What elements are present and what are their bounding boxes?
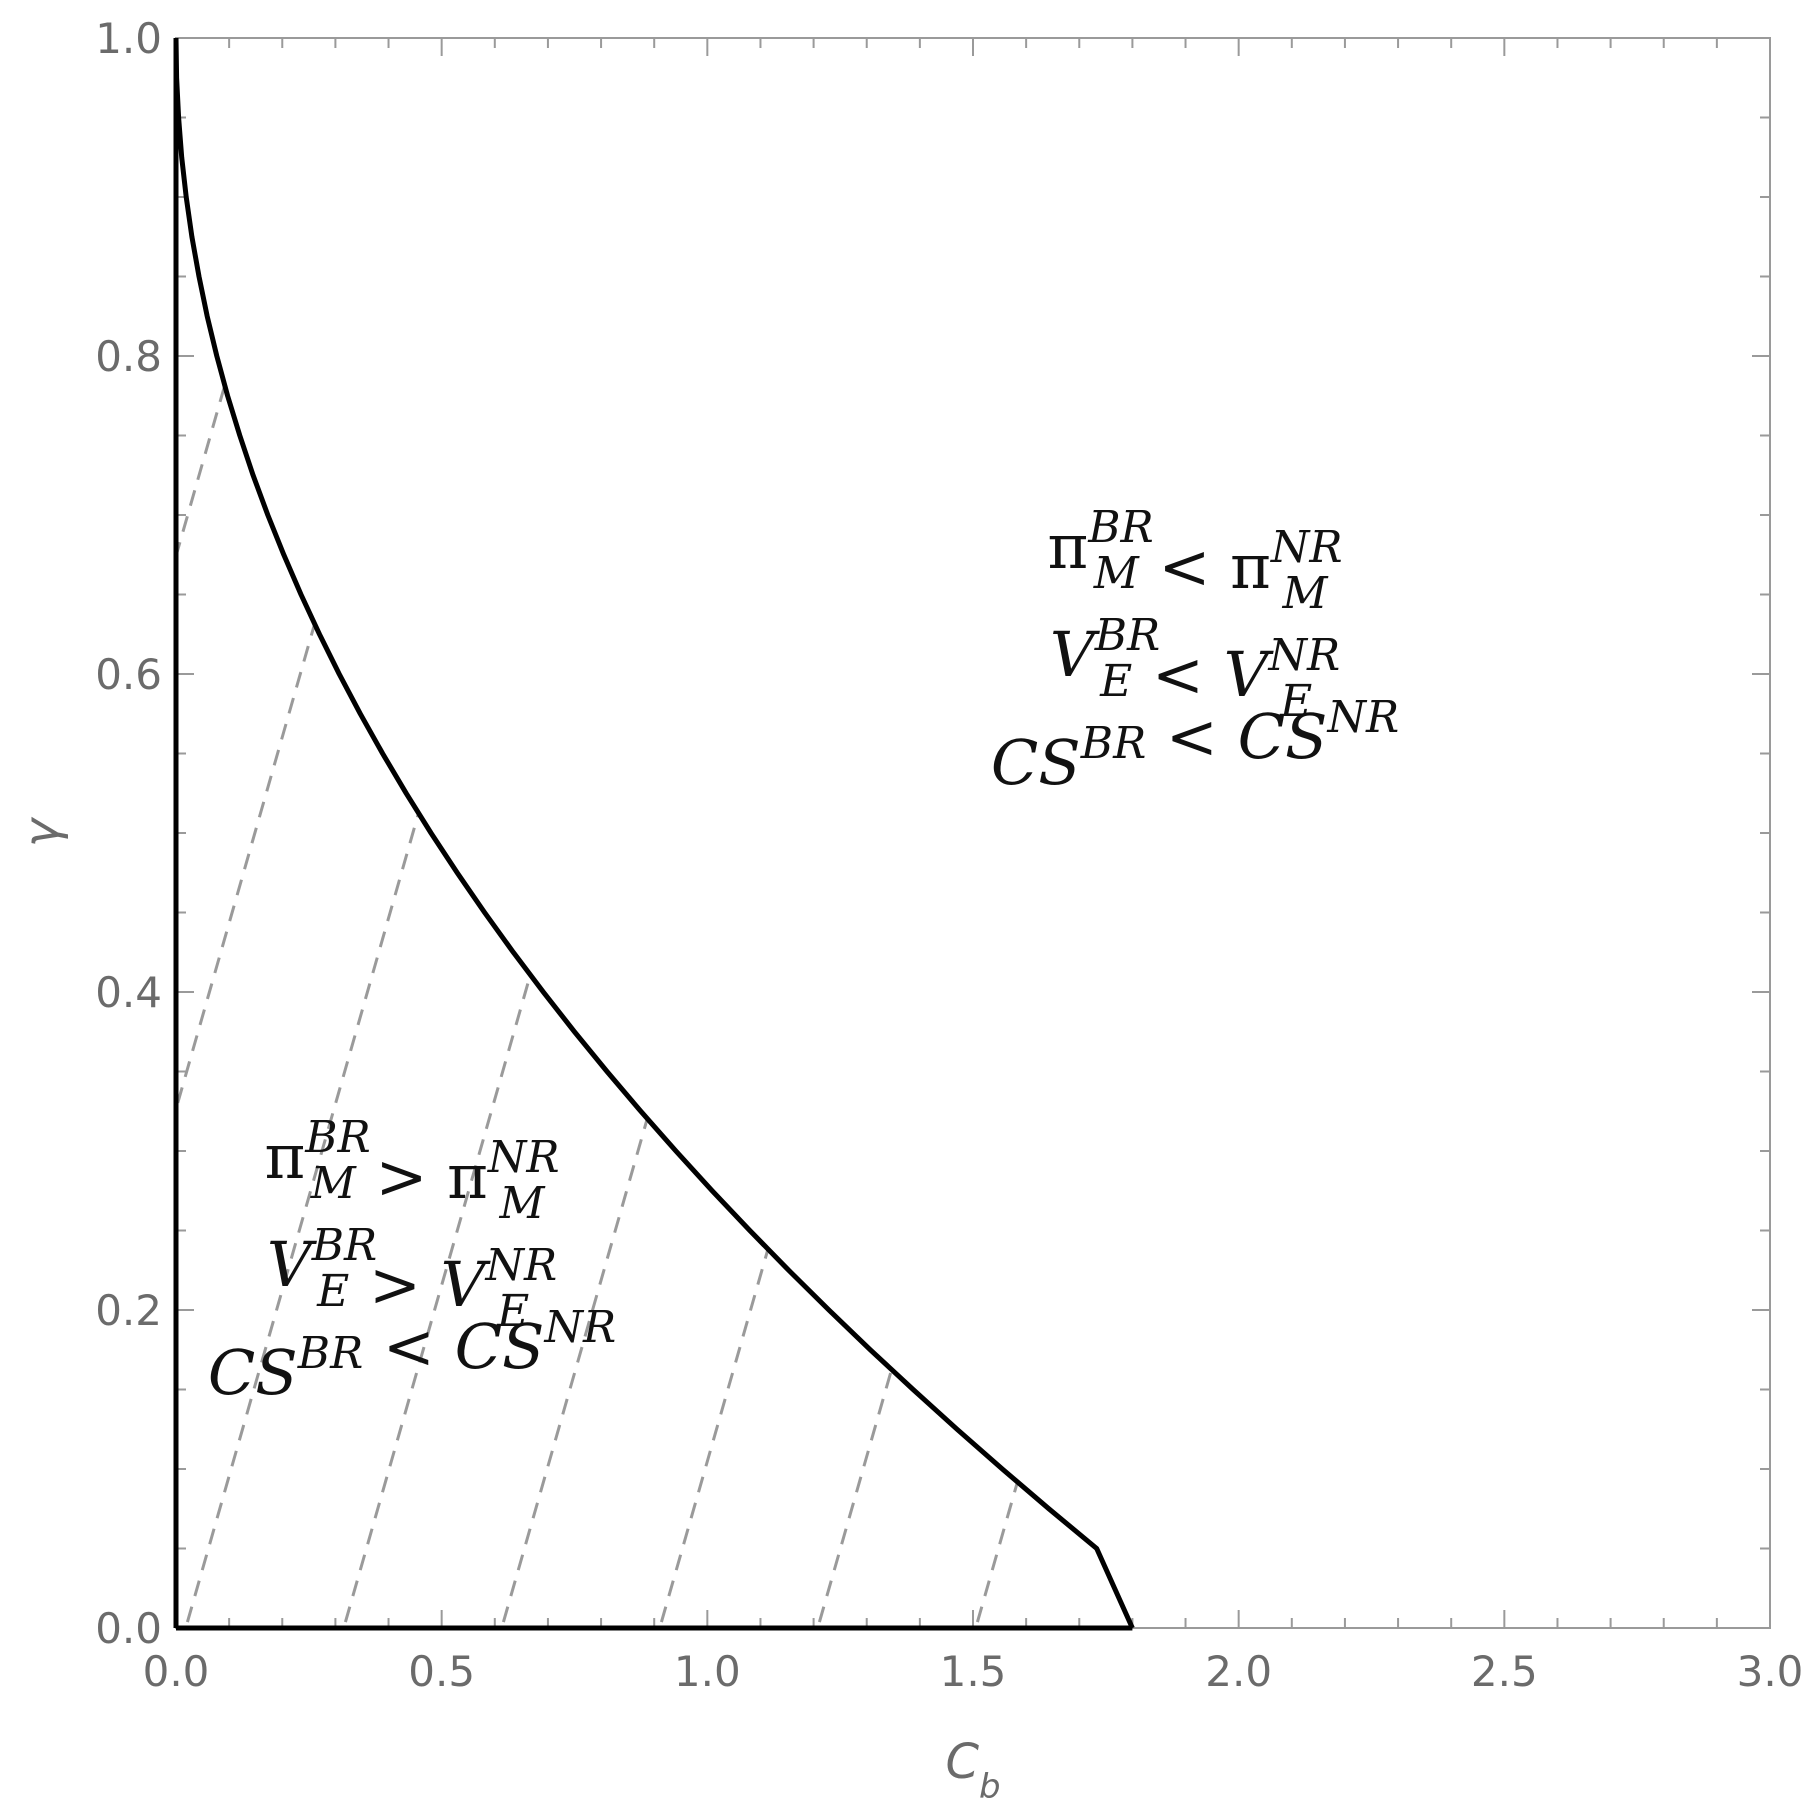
y-tick-label: 1.0 bbox=[95, 14, 162, 63]
y-tick-label: 0.4 bbox=[95, 968, 162, 1017]
annotation-line: πBR M > πNR M bbox=[264, 1112, 559, 1229]
annotation-line: VBR E > VNR E bbox=[267, 1220, 557, 1337]
x-tick-labels: 0.0 0.5 1.0 1.5 2.0 2.5 3.0 bbox=[143, 1647, 1804, 1696]
x-tick-label: 0.0 bbox=[143, 1647, 210, 1696]
x-tick-label: 1.0 bbox=[674, 1647, 741, 1696]
y-tick-label: 0.0 bbox=[95, 1604, 162, 1653]
y-tick-label: 0.2 bbox=[95, 1286, 162, 1335]
annotation-line: πBR M < πNR M bbox=[1047, 502, 1342, 619]
y-tick-label: 0.8 bbox=[95, 332, 162, 381]
x-tick-label: 3.0 bbox=[1737, 1647, 1804, 1696]
axis-lines bbox=[173, 38, 1133, 1631]
x-axis-label: Cb bbox=[945, 1734, 1000, 1807]
annotation-line: CSBR < CSNR bbox=[991, 692, 1399, 799]
annotation-line: VBR E < VNR E bbox=[1050, 610, 1340, 727]
annotation-line: CSBR < CSNR bbox=[208, 1302, 616, 1409]
boundary-curve bbox=[173, 37, 1135, 1630]
y-axis-label: γ bbox=[14, 816, 70, 847]
minor-ticks bbox=[175, 37, 1771, 1629]
y-tick-label: 0.6 bbox=[95, 650, 162, 699]
y-tick-labels: 0.0 0.2 0.4 0.6 0.8 1.0 bbox=[95, 14, 162, 1653]
x-tick-label: 1.5 bbox=[940, 1647, 1007, 1696]
x-tick-label: 2.5 bbox=[1471, 1647, 1538, 1696]
x-tick-label: 2.0 bbox=[1205, 1647, 1272, 1696]
x-tick-label: 0.5 bbox=[408, 1647, 475, 1696]
